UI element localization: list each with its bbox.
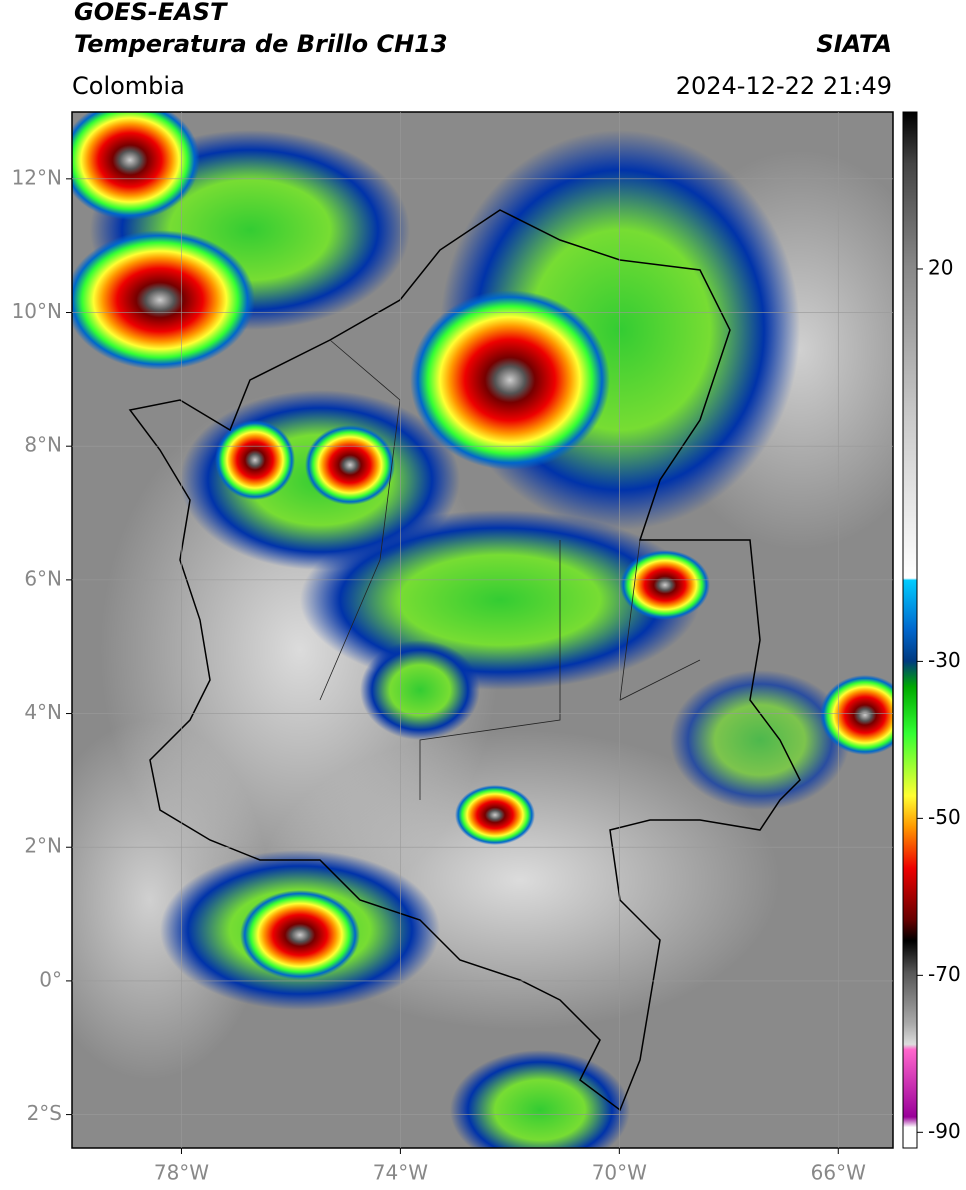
map-frame <box>71 111 894 1149</box>
y-tick-label: 2°S <box>27 1101 62 1125</box>
x-tick-label: 74°W <box>373 1161 428 1185</box>
y-tick-label: 12°N <box>12 165 62 189</box>
x-tick-label: 66°W <box>811 1161 866 1185</box>
colorbar-tick-label: 20 <box>928 255 953 279</box>
colorbar-tick-label: -30 <box>928 648 961 672</box>
subtitle: Temperatura de Brillo CH13 <box>74 30 448 58</box>
y-tick-label: 8°N <box>24 433 62 457</box>
colorbar-tick-label: -70 <box>928 962 961 986</box>
region: Colombia <box>72 72 185 100</box>
x-tick-label: 78°W <box>154 1161 209 1185</box>
timestamp: 2024-12-22 21:49 <box>676 72 892 100</box>
x-tick-label: 70°W <box>592 1161 647 1185</box>
y-tick-label: 6°N <box>24 566 62 590</box>
y-tick-label: 0° <box>39 967 62 991</box>
satellite-image <box>72 112 893 1148</box>
colorbar-tick-label: -50 <box>928 805 961 829</box>
y-tick-label: 4°N <box>24 700 62 724</box>
title: GOES-EAST <box>74 0 228 26</box>
colorbar-tick-label: -90 <box>928 1119 961 1143</box>
colorbar <box>902 111 918 1149</box>
y-tick-label: 10°N <box>12 299 62 323</box>
source: SIATA <box>816 30 892 58</box>
y-tick-label: 2°N <box>24 834 62 858</box>
